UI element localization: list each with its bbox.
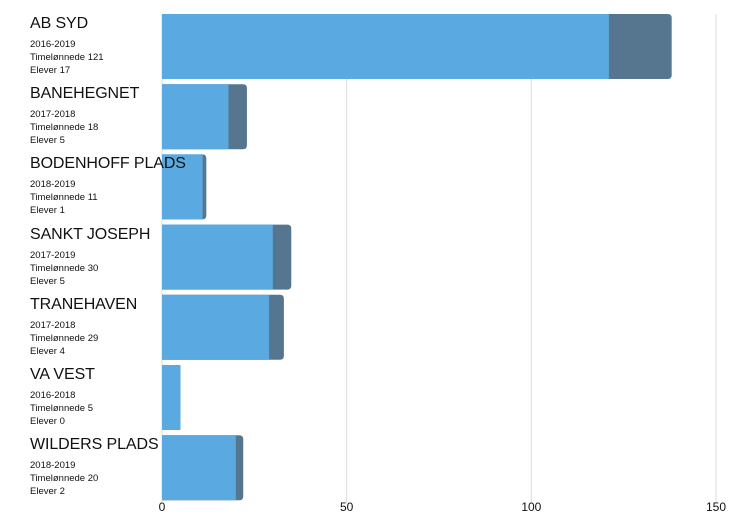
- category-students: Elever 5: [30, 275, 65, 287]
- category-label: VA VEST 2016-2018 Timelønnede 5 Elever 0: [30, 366, 165, 428]
- category-name: BANEHEGNET: [30, 85, 140, 103]
- category-period: 2017-2019: [30, 249, 76, 261]
- category-period: 2017-2018: [30, 109, 76, 121]
- category-period: 2016-2018: [30, 390, 76, 401]
- bar-segment-hours: [162, 224, 273, 290]
- category-name: TRANEHAVEN: [30, 295, 138, 313]
- bar-segment-hours: [162, 294, 270, 360]
- x-tick-label: 100: [521, 500, 541, 514]
- category-label: AB SYD 2016-2019 Timelønnede 121 Elever 17: [30, 15, 165, 77]
- category-period: 2018-2019: [30, 460, 76, 472]
- x-tick-label: 50: [340, 500, 354, 514]
- x-tick-label: 150: [706, 500, 726, 514]
- x-tick-label: 0: [159, 500, 166, 514]
- category-hours: Timelønnede 30: [30, 262, 99, 274]
- category-students: Elever 0: [30, 416, 65, 427]
- category-hours: Timelønnede 5: [30, 403, 94, 414]
- category-period: 2018-2019: [30, 179, 76, 191]
- bar-segment-hours: [162, 154, 203, 220]
- category-name: WILDERS PLADS: [30, 436, 159, 454]
- category-label: TRANEHAVEN 2017-2018 Timelønnede 29 Elever …: [30, 296, 165, 358]
- bar-segment-hours: [162, 14, 609, 79]
- category-students: Elever 2: [30, 486, 65, 498]
- x-axis-ticks: 0 50 100 150: [159, 500, 727, 514]
- bar-segment-hours: [162, 435, 236, 501]
- category-hours: Timelønnede 20: [30, 473, 99, 485]
- category-hours: Timelønnede 29: [30, 332, 99, 344]
- category-name: SANKT JOSEPH: [30, 225, 151, 243]
- category-hours: Timelønnede 121: [30, 52, 104, 63]
- category-name: VA VEST: [30, 366, 95, 383]
- category-students: Elever 5: [30, 135, 65, 147]
- category-label: SANKT JOSEPH 2017-2019 Timelønnede 30 Eleve…: [30, 226, 165, 288]
- category-hours: Timelønnede 18: [30, 122, 99, 134]
- category-name: BODENHOFF PLADS: [30, 155, 186, 173]
- category-hours: Timelønnede 11: [30, 192, 98, 204]
- category-name: AB SYD: [30, 15, 89, 32]
- category-period: 2017-2018: [30, 319, 76, 331]
- category-period: 2016-2019: [30, 39, 76, 50]
- category-label: WILDERS PLADS 2018-2019 Timelønnede 20 Elev…: [30, 436, 165, 498]
- category-students: Elever 1: [30, 205, 65, 217]
- bar-segment-hours: [162, 84, 229, 150]
- category-label: BANEHEGNET 2017-2018 Timelønnede 18 Elever …: [30, 85, 165, 147]
- bars: [162, 14, 672, 501]
- bar-segment-hours: [162, 365, 181, 430]
- category-students: Elever 4: [30, 345, 65, 357]
- category-label: BODENHOFF PLADS 2018-2019 Timelønnede 11 El…: [30, 155, 186, 217]
- category-students: Elever 17: [30, 65, 71, 76]
